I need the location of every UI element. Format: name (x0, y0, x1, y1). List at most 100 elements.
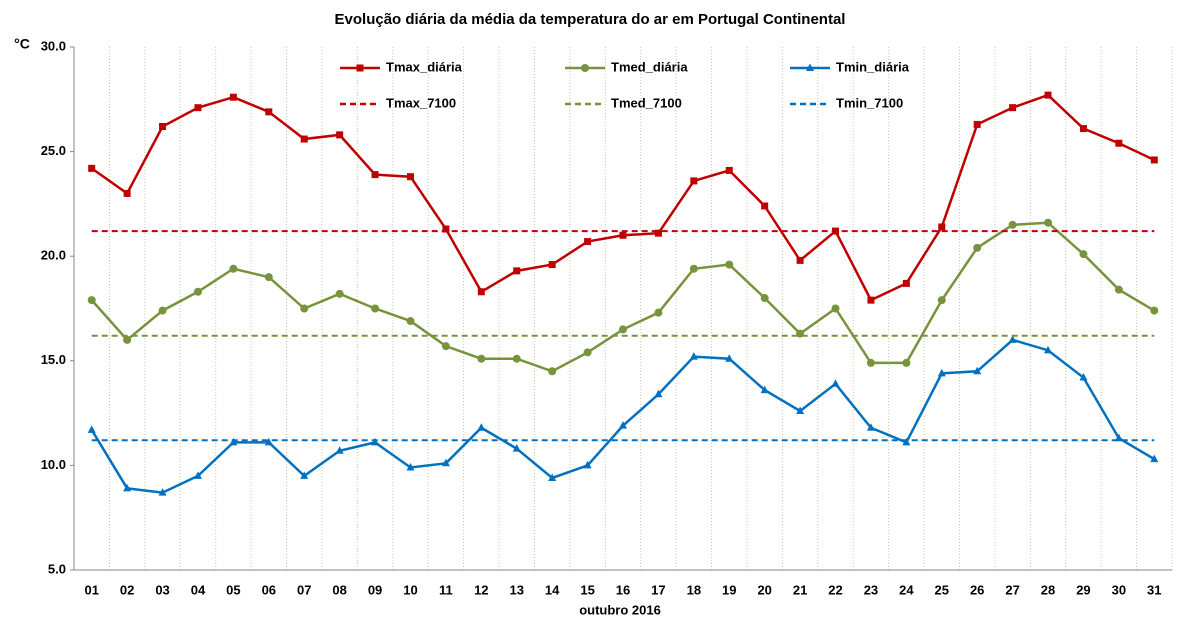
point (1044, 345, 1053, 354)
point (477, 354, 486, 363)
point (265, 108, 273, 116)
x-tick-label: 15 (580, 582, 594, 597)
point (229, 93, 237, 101)
point (336, 131, 344, 139)
point (1115, 139, 1123, 147)
legend-marker (356, 64, 364, 72)
y-tick-label: 5.0 (48, 561, 66, 576)
point (406, 462, 415, 471)
point (1150, 156, 1158, 164)
point (583, 348, 592, 357)
point (229, 264, 238, 273)
point (796, 256, 804, 264)
x-axis-label: outubro 2016 (579, 602, 661, 617)
y-axis-label: °C (14, 36, 30, 52)
point (1150, 306, 1159, 315)
point (548, 367, 557, 376)
point (1009, 104, 1017, 112)
point (477, 423, 486, 431)
point (300, 135, 308, 143)
point (690, 177, 698, 185)
point (725, 166, 733, 174)
point (1008, 335, 1017, 343)
point (193, 471, 202, 479)
point (689, 352, 698, 360)
x-tick-label: 20 (757, 582, 771, 597)
x-tick-label: 31 (1147, 582, 1161, 597)
point (902, 358, 911, 367)
x-tick-label: 17 (651, 582, 665, 597)
y-tick-label: 20.0 (41, 248, 66, 263)
point (406, 173, 414, 181)
x-tick-label: 24 (899, 582, 914, 597)
point (158, 488, 167, 496)
x-tick-label: 18 (687, 582, 701, 597)
point (442, 225, 450, 233)
point (831, 304, 840, 313)
point (87, 425, 96, 433)
x-tick-label: 16 (616, 582, 630, 597)
point (335, 289, 344, 298)
point (193, 287, 202, 296)
legend-label: Tmed_7100 (611, 95, 682, 110)
legend-label: Tmax_diária (386, 59, 463, 74)
legend-label: Tmed_diária (611, 59, 688, 74)
y-tick-label: 10.0 (41, 457, 66, 472)
point (1044, 218, 1053, 227)
x-tick-label: 09 (368, 582, 382, 597)
point (300, 304, 309, 313)
point (123, 189, 131, 197)
point (1008, 220, 1017, 229)
point (477, 288, 485, 296)
y-tick-label: 30.0 (41, 38, 66, 53)
point (583, 460, 592, 469)
point (548, 261, 556, 269)
x-tick-label: 06 (262, 582, 276, 597)
x-tick-label: 29 (1076, 582, 1090, 597)
y-tick-label: 25.0 (41, 143, 66, 158)
x-tick-label: 25 (935, 582, 949, 597)
point (229, 437, 238, 446)
point (796, 406, 805, 415)
chart-title: Evolução diária da média da temperatura … (335, 11, 846, 28)
point (760, 385, 769, 394)
point (654, 389, 663, 398)
point (1079, 125, 1087, 133)
point (902, 279, 910, 287)
point (654, 229, 662, 237)
point (1114, 285, 1123, 294)
point (159, 122, 167, 130)
x-tick-label: 10 (403, 582, 417, 597)
x-tick-label: 01 (84, 582, 98, 597)
x-tick-label: 22 (828, 582, 842, 597)
x-tick-label: 30 (1112, 582, 1126, 597)
point (938, 223, 946, 231)
point (973, 366, 982, 375)
legend-label: Tmax_7100 (386, 95, 456, 110)
point (584, 238, 592, 246)
point (371, 304, 380, 313)
legend-label: Tmin_7100 (836, 95, 903, 110)
x-tick-label: 02 (120, 582, 134, 597)
point (867, 296, 875, 304)
point (689, 264, 698, 273)
point (512, 444, 521, 452)
x-tick-label: 27 (1005, 582, 1019, 597)
point (123, 483, 132, 492)
point (902, 437, 911, 446)
point (831, 379, 840, 387)
x-tick-label: 19 (722, 582, 736, 597)
x-tick-label: 14 (545, 582, 560, 597)
point (371, 171, 379, 179)
point (194, 104, 202, 112)
point (512, 354, 521, 363)
point (87, 296, 96, 305)
point (300, 471, 309, 479)
point (441, 342, 450, 351)
point (973, 120, 981, 128)
point (619, 325, 627, 334)
point (88, 164, 96, 172)
legend-marker (581, 64, 589, 72)
x-tick-label: 28 (1041, 582, 1055, 597)
